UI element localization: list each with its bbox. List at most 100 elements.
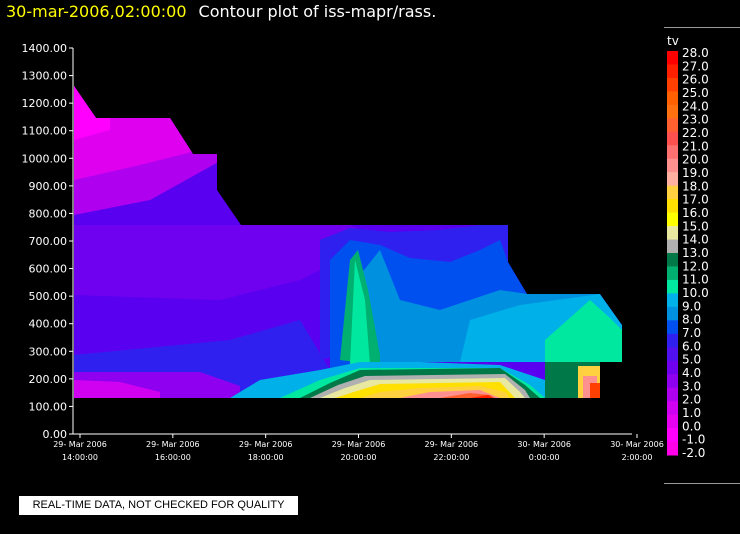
colorbar-level-label: 18.0 <box>682 179 709 193</box>
colorbar-swatch <box>667 253 678 267</box>
x-tick-date: 29- Mar 2006 <box>332 440 386 449</box>
y-tick-label: 200.00 <box>29 373 68 386</box>
colorbar-level-label: 12.0 <box>682 259 709 273</box>
colorbar-swatch <box>667 91 678 106</box>
colorbar-level-label: 1.0 <box>682 406 701 420</box>
colorbar-level-label: 10.0 <box>682 286 709 300</box>
x-tick-time: 22:00:00 <box>433 453 469 462</box>
colorbar-swatch <box>667 226 678 241</box>
colorbar-level-label: 3.0 <box>682 379 701 393</box>
colorbar-swatch <box>667 131 678 146</box>
colorbar-swatch <box>667 51 678 65</box>
x-tick-time: 16:00:00 <box>155 453 191 462</box>
colorbar-level-label: 25.0 <box>682 86 709 100</box>
colorbar-swatch <box>667 279 678 294</box>
title-label: Contour plot of iss-mapr/rass. <box>198 2 437 21</box>
x-tick-time: 14:00:00 <box>62 453 98 462</box>
colorbar-swatch <box>667 320 678 335</box>
y-tick-label: 0.00 <box>43 428 68 441</box>
colorbar-level-label: 24.0 <box>682 99 709 113</box>
colorbar-level-label: 21.0 <box>682 139 709 153</box>
colorbar-swatch <box>667 104 678 119</box>
y-tick-label: 1100.00 <box>22 125 68 138</box>
colorbar-level-label: 19.0 <box>682 166 709 180</box>
colorbar-swatch <box>667 212 678 227</box>
y-tick-label: 1000.00 <box>22 152 68 165</box>
x-tick-labels: 29- Mar 2006 14:00:00 29- Mar 2006 16:00:00… <box>53 434 664 462</box>
colorbar-swatch <box>667 374 678 389</box>
colorbar-swatch <box>667 333 678 348</box>
colorbar-swatch <box>667 306 678 321</box>
colorbar-swatch <box>667 64 678 79</box>
colorbar-level-label: 17.0 <box>682 193 709 207</box>
colorbar-level-label: 0.0 <box>682 419 701 433</box>
colorbar-level-label: 22.0 <box>682 126 709 140</box>
chart-title: 30-mar-2006,02:00:00 Contour plot of iss-… <box>6 2 436 21</box>
colorbar-swatch <box>667 185 678 200</box>
y-tick-labels: 1400.00 1300.00 1200.00 1100.00 1000.00 900.0… <box>22 42 73 441</box>
colorbar-level-label: 26.0 <box>682 73 709 87</box>
colorbar-swatch <box>667 414 678 429</box>
y-tick-label: 400.00 <box>29 318 68 331</box>
timestamp-label: 30-mar-2006,02:00:00 <box>6 2 187 21</box>
colorbar-swatch <box>667 428 678 443</box>
x-tick-date: 29- Mar 2006 <box>239 440 293 449</box>
colorbar: 28.027.026.025.024.023.022.021.020.019.0… <box>667 46 709 460</box>
colorbar-level-label: 14.0 <box>682 233 709 247</box>
quality-disclaimer: REAL-TIME DATA, NOT CHECKED FOR QUALITY <box>19 496 298 515</box>
colorbar-top-divider <box>664 27 740 28</box>
colorbar-level-label: 7.0 <box>682 326 701 340</box>
y-tick-label: 600.00 <box>29 263 68 276</box>
colorbar-level-label: 23.0 <box>682 113 709 127</box>
y-tick-label: 900.00 <box>29 180 68 193</box>
x-tick-date: 29- Mar 2006 <box>146 440 200 449</box>
colorbar-level-label: 6.0 <box>682 339 701 353</box>
x-tick-date: 30- Mar 2006 <box>610 440 664 449</box>
colorbar-level-label: 15.0 <box>682 219 709 233</box>
colorbar-swatch <box>667 293 678 308</box>
colorbar-swatch <box>667 387 678 402</box>
colorbar-swatch <box>667 77 678 92</box>
colorbar-swatch <box>667 401 678 416</box>
colorbar-swatch <box>667 239 678 254</box>
colorbar-swatch <box>667 172 678 187</box>
colorbar-level-label: 8.0 <box>682 313 701 327</box>
colorbar-level-label: 9.0 <box>682 299 701 313</box>
colorbar-level-label: -2.0 <box>682 446 705 460</box>
x-tick-date: 29- Mar 2006 <box>425 440 479 449</box>
colorbar-level-label: 11.0 <box>682 273 709 287</box>
colorbar-level-label: 16.0 <box>682 206 709 220</box>
colorbar-level-label: -1.0 <box>682 433 705 447</box>
colorbar-level-label: 13.0 <box>682 246 709 260</box>
x-tick-time: 0:00:00 <box>529 453 560 462</box>
colorbar-swatch <box>667 199 678 214</box>
colorbar-swatch <box>667 158 678 173</box>
colorbar-level-label: 2.0 <box>682 393 701 407</box>
y-tick-label: 100.00 <box>29 400 68 413</box>
colorbar-swatch <box>667 118 678 133</box>
x-tick-date: 30- Mar 2006 <box>517 440 571 449</box>
colorbar-level-label: 20.0 <box>682 153 709 167</box>
colorbar-swatch <box>667 145 678 160</box>
x-tick-date: 29- Mar 2006 <box>53 440 107 449</box>
x-tick-time: 18:00:00 <box>248 453 284 462</box>
y-tick-label: 1300.00 <box>22 70 68 83</box>
contour-field <box>74 86 622 398</box>
colorbar-bottom-divider <box>664 483 740 484</box>
colorbar-label: tv <box>667 34 679 48</box>
colorbar-swatch <box>667 266 678 281</box>
colorbar-swatch <box>667 441 678 456</box>
colorbar-level-label: 5.0 <box>682 353 701 367</box>
y-tick-label: 1400.00 <box>22 42 68 55</box>
x-tick-time: 2:00:00 <box>622 453 653 462</box>
x-tick-time: 20:00:00 <box>341 453 377 462</box>
y-tick-label: 800.00 <box>29 207 68 220</box>
y-tick-label: 1200.00 <box>22 97 68 110</box>
y-tick-label: 300.00 <box>29 345 68 358</box>
colorbar-level-label: 28.0 <box>682 46 709 60</box>
y-tick-label: 500.00 <box>29 290 68 303</box>
y-tick-label: 700.00 <box>29 235 68 248</box>
colorbar-swatch <box>667 360 678 375</box>
colorbar-swatch <box>667 347 678 362</box>
